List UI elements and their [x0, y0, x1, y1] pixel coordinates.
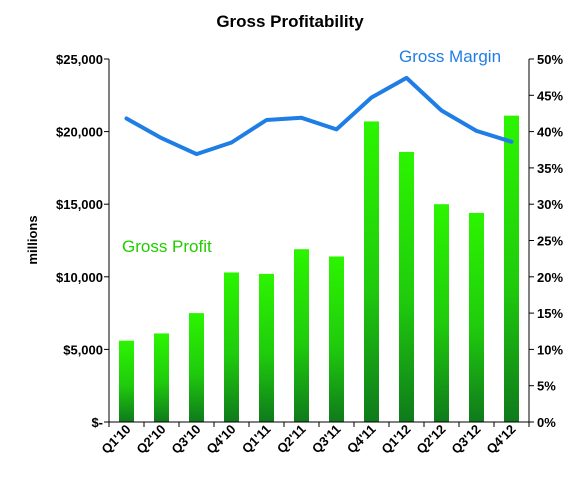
chart-title: Gross Profitability [216, 12, 364, 31]
x-axis-tick-label: Q2'12 [413, 422, 448, 457]
x-axis-tick-label: Q4'11 [344, 422, 379, 457]
line-series-label: Gross Margin [399, 47, 501, 66]
right-axis-tick-label: 20% [537, 270, 563, 285]
bar-gross-profit [469, 212, 484, 422]
left-axis-tick-label: $5,000 [63, 342, 103, 357]
bar-gross-profit [259, 273, 274, 422]
right-axis-tick-label: 15% [537, 306, 563, 321]
left-axis-tick-label: $- [91, 415, 103, 430]
right-axis-tick-label: 40% [537, 125, 563, 140]
bar-gross-profit [119, 340, 134, 422]
bars-layer [119, 115, 519, 423]
right-axis-tick-label: 25% [537, 234, 563, 249]
right-axis-tick-label: 10% [537, 342, 563, 357]
left-axis-tick-label: $25,000 [56, 52, 103, 67]
bar-gross-profit [294, 249, 309, 422]
bar-gross-profit [224, 272, 239, 422]
right-axis-tick-label: 50% [537, 52, 563, 67]
axes-layer [104, 58, 534, 427]
left-axis-tick-label: $10,000 [56, 270, 103, 285]
x-axis-tick-label: Q3'11 [309, 422, 344, 457]
gross-margin-line [124, 75, 514, 157]
bar-series-label: Gross Profit [122, 237, 212, 256]
x-axis-tick-label: Q2'11 [274, 422, 309, 457]
bar-gross-profit [434, 204, 449, 422]
right-axis-tick-label: 30% [537, 197, 563, 212]
bar-gross-profit [329, 256, 344, 422]
bar-gross-profit [504, 115, 519, 423]
left-axis-tick-label: $20,000 [56, 125, 103, 140]
left-axis-tick-label: $15,000 [56, 197, 103, 212]
x-axis-tick-label: Q1'11 [239, 422, 274, 457]
x-axis-tick-label: Q3'12 [448, 422, 483, 457]
right-axis-tick-label: 45% [537, 88, 563, 103]
y-axis-label: millions [25, 215, 40, 264]
x-axis-tick-label: Q2'10 [133, 422, 168, 457]
x-axis-tick-label: Q4'12 [483, 422, 518, 457]
x-axis-tick-label: Q1'10 [98, 422, 133, 457]
bar-gross-profit [364, 121, 379, 422]
right-axis-tick-label: 35% [537, 161, 563, 176]
bar-gross-profit [189, 313, 204, 422]
bar-gross-profit [399, 151, 414, 423]
x-axis-tick-label: Q4'10 [203, 422, 238, 457]
right-axis-tick-label: 5% [537, 379, 556, 394]
line-layer [124, 75, 514, 157]
bar-gross-profit [154, 333, 169, 422]
x-axis-tick-label: Q1'12 [378, 422, 413, 457]
right-axis-tick-label: 0% [537, 415, 556, 430]
x-axis-tick-label: Q3'10 [168, 422, 203, 457]
